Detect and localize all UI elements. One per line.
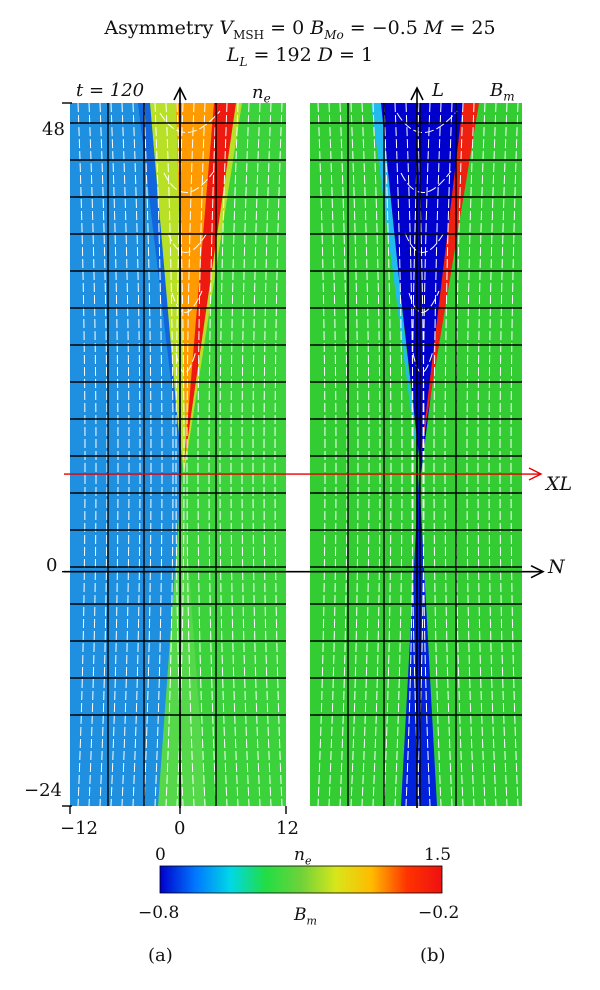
- panel-a-field-label: ne: [252, 82, 271, 106]
- panel-a-grid: [70, 103, 286, 806]
- x-line-arrowhead: [528, 467, 543, 481]
- field-line: [411, 102, 420, 807]
- field-line: [219, 102, 228, 807]
- panel-b-axis-top-label: L: [432, 80, 444, 101]
- x-tick-label-left: −12: [60, 818, 98, 839]
- panel-a-time-label: t = 120: [76, 80, 145, 101]
- colorbar-top-name: ne: [294, 845, 312, 868]
- panel-b-upper-cone: [379, 103, 467, 475]
- panel-b-cyan-edge: [371, 103, 419, 475]
- field-line: [121, 102, 130, 807]
- field-line: [400, 170, 452, 193]
- field-line: [396, 110, 458, 133]
- field-line: [208, 102, 217, 807]
- field-line: [422, 102, 431, 807]
- field-line: [499, 102, 508, 807]
- colorbar: [159, 865, 443, 894]
- panel-b-caption: (b): [420, 945, 446, 966]
- field-line: [408, 290, 440, 313]
- y-tick-label-zero: 0: [46, 555, 58, 576]
- field-line: [165, 102, 174, 807]
- field-line: [186, 102, 195, 807]
- chart-title-line2: LL = 192 D = 1: [226, 44, 374, 69]
- panel-b-field-lines: [317, 102, 519, 807]
- field-line: [88, 102, 97, 807]
- panel-a-plot: [70, 102, 286, 807]
- field-line: [361, 102, 370, 807]
- field-line: [339, 102, 348, 807]
- x-line-label: XL: [546, 473, 573, 495]
- field-line: [412, 350, 434, 373]
- field-line: [444, 102, 453, 807]
- field-line: [488, 102, 497, 807]
- field-line: [252, 102, 261, 807]
- panel-a-red-stripe: [184, 103, 236, 465]
- x-tick-label-center: 0: [174, 818, 186, 839]
- field-line: [350, 102, 359, 807]
- field-line: [433, 102, 442, 807]
- field-line: [477, 102, 486, 807]
- colorbar-top-left-label: 0: [155, 845, 166, 865]
- chart-title-line1: Asymmetry VMSH = 0 BMo = −0.5 M = 25: [104, 17, 496, 42]
- panel-b-lower-wedge: [401, 474, 437, 806]
- field-line: [167, 230, 209, 253]
- field-line: [197, 102, 206, 807]
- field-line: [404, 230, 446, 253]
- field-line: [230, 102, 239, 807]
- panel-a-caption: (a): [148, 945, 173, 966]
- field-line: [394, 102, 403, 807]
- colorbar-bottom-right-label: −0.2: [418, 903, 460, 923]
- field-line: [171, 290, 203, 313]
- field-line: [175, 350, 197, 373]
- panel-b-plot: [310, 102, 522, 807]
- field-line: [372, 102, 381, 807]
- field-line: [405, 102, 414, 807]
- field-line: [159, 110, 221, 133]
- panel-a-lower-wedge: [158, 474, 206, 806]
- field-line: [466, 102, 475, 807]
- field-line: [154, 102, 163, 807]
- n-axis-arrowhead: [530, 564, 545, 579]
- panel-b-grid: [310, 103, 522, 806]
- field-line: [143, 102, 152, 807]
- field-line: [274, 102, 283, 807]
- field-line: [77, 102, 86, 807]
- x-tick-label-right: 12: [276, 818, 299, 839]
- field-line: [163, 170, 215, 193]
- n-axis-label: N: [548, 556, 565, 578]
- field-line: [241, 102, 250, 807]
- field-line: [328, 102, 337, 807]
- field-line: [263, 102, 272, 807]
- colorbar-bottom-left-label: −0.8: [138, 903, 180, 923]
- colorbar-top-right-label: 1.5: [424, 845, 452, 865]
- y-tick-label-top: 48: [42, 119, 65, 140]
- panel-b-axis-arrowhead: [410, 86, 424, 101]
- field-line: [110, 102, 119, 807]
- panel-b-field-label: Bm: [490, 80, 515, 104]
- field-line: [383, 102, 392, 807]
- panel-a-axis-arrowhead: [173, 86, 187, 101]
- field-line: [99, 102, 108, 807]
- y-tick-label-bottom: −24: [24, 780, 62, 801]
- panel-b-red-stripe: [421, 103, 479, 455]
- colorbar-bottom-name: Bm: [294, 905, 317, 928]
- field-line: [510, 102, 519, 807]
- field-line: [317, 102, 326, 807]
- field-line: [132, 102, 141, 807]
